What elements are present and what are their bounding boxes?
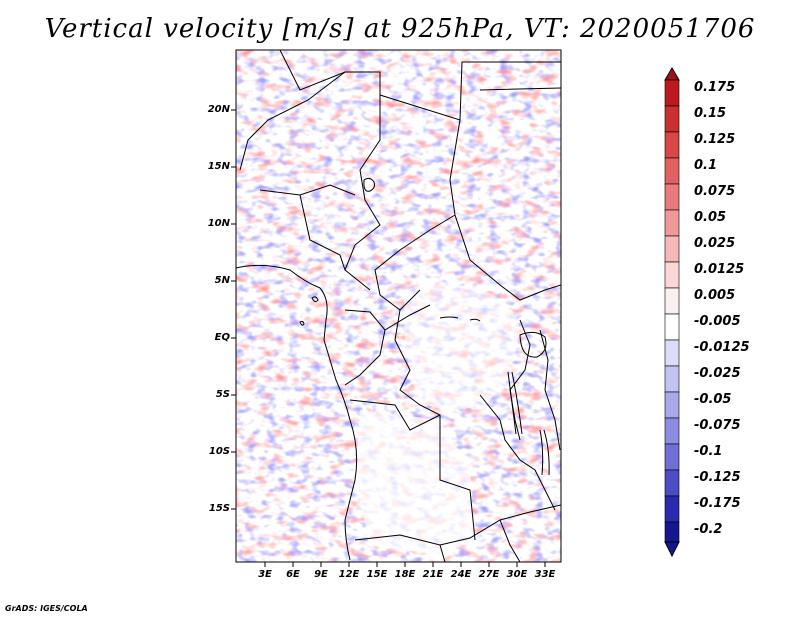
lat-label: 15S: [208, 503, 230, 514]
colorbar-label: -0.005: [694, 314, 741, 329]
lat-label: 10S: [208, 446, 230, 457]
lon-label: 27E: [478, 569, 500, 580]
colorbar-label: 0.075: [694, 184, 736, 199]
plot-frame: [235, 49, 562, 563]
colorbar-swatch: [664, 261, 680, 289]
colorbar-swatch: [664, 469, 680, 497]
colorbar-label: -0.125: [694, 470, 741, 485]
colorbar-swatch: [664, 443, 680, 471]
colorbar-swatch: [664, 339, 680, 367]
credit-text: GrADS: IGES/COLA: [5, 604, 88, 613]
colorbar-top-arrow: [664, 67, 680, 81]
colorbar-label: -0.025: [694, 366, 741, 381]
lat-label: 15N: [207, 161, 230, 172]
colorbar-swatch: [664, 521, 680, 543]
colorbar-swatch: [664, 105, 680, 133]
colorbar-swatch: [664, 287, 680, 315]
colorbar-label: -0.175: [694, 496, 741, 511]
colorbar-label: 0.125: [694, 132, 736, 147]
colorbar-swatch: [664, 417, 680, 445]
colorbar: [664, 67, 680, 558]
colorbar-label: 0.15: [694, 106, 727, 121]
lon-label: 30E: [506, 569, 528, 580]
colorbar-label: 0.05: [694, 210, 727, 225]
vertical-velocity-field: [236, 50, 561, 562]
axis-ticks: [231, 109, 546, 567]
colorbar-label: 0.005: [694, 288, 736, 303]
country-borders: [236, 50, 561, 562]
lon-label: 15E: [366, 569, 388, 580]
colorbar-swatch: [664, 313, 680, 341]
lon-label: 3E: [258, 569, 272, 580]
colorbar-swatch: [664, 391, 680, 419]
colorbar-label: 0.0125: [694, 262, 745, 277]
colorbar-swatch: [664, 157, 680, 185]
lon-label: 9E: [314, 569, 328, 580]
lat-label: 5S: [215, 389, 230, 400]
lon-label: 33E: [534, 569, 556, 580]
colorbar-swatch: [664, 131, 680, 159]
colorbar-label: 0.1: [694, 158, 718, 173]
lon-label: 18E: [394, 569, 416, 580]
chart-title: Vertical velocity [m/s] at 925hPa, VT: 2…: [44, 14, 756, 44]
colorbar-bottom-arrow: [664, 541, 680, 558]
colorbar-label: -0.05: [694, 392, 732, 407]
colorbar-swatch: [664, 79, 680, 107]
colorbar-label: -0.0125: [694, 340, 750, 355]
lon-label: 12E: [338, 569, 360, 580]
colorbar-swatch: [664, 365, 680, 393]
lon-label: 24E: [450, 569, 472, 580]
lat-label: 10N: [207, 218, 230, 229]
colorbar-label: 0.175: [694, 80, 736, 95]
colorbar-label: 0.025: [694, 236, 736, 251]
lat-label: 20N: [207, 104, 230, 115]
colorbar-label: -0.2: [694, 522, 723, 537]
lat-label: 5N: [214, 275, 230, 286]
colorbar-label: -0.1: [694, 444, 723, 459]
lat-label: EQ: [214, 332, 230, 343]
lon-label: 6E: [286, 569, 300, 580]
colorbar-swatch: [664, 235, 680, 263]
colorbar-swatch: [664, 209, 680, 237]
colorbar-swatch: [664, 183, 680, 211]
colorbar-label: -0.075: [694, 418, 741, 433]
colorbar-swatch: [664, 495, 680, 523]
lon-label: 21E: [422, 569, 444, 580]
